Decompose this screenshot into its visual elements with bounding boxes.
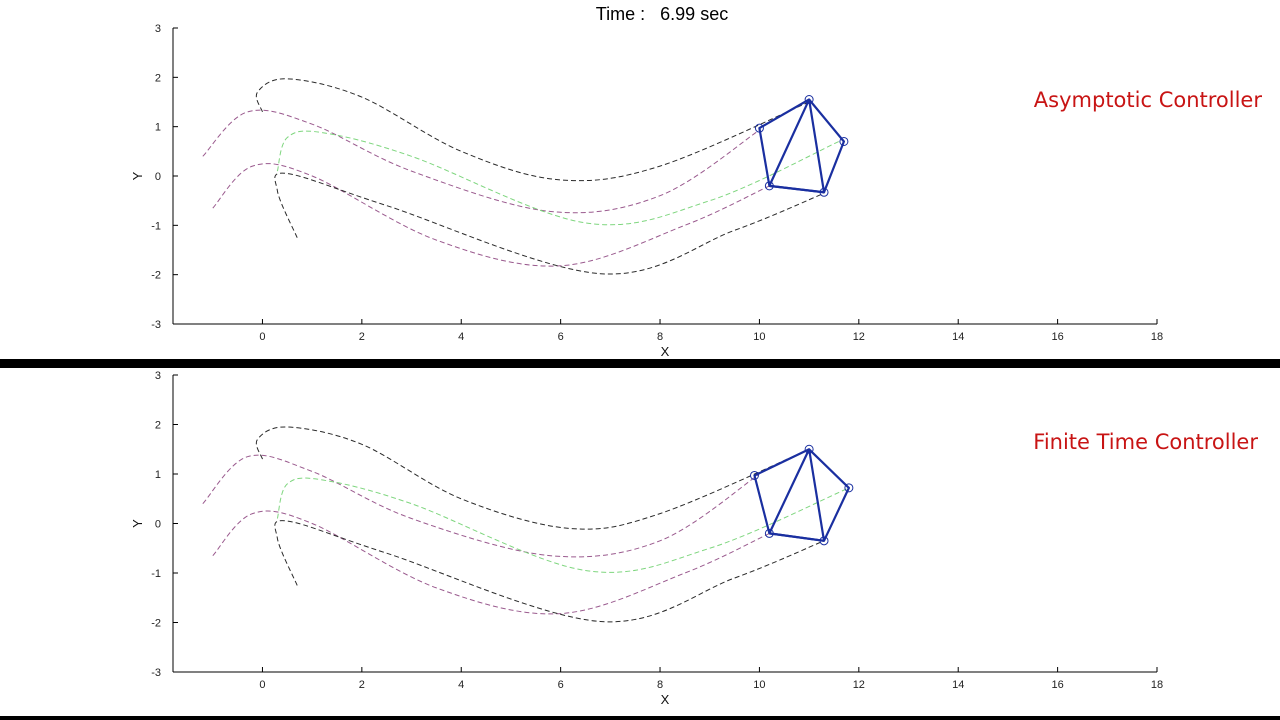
x-tick-label: 18: [1151, 679, 1163, 691]
agent-marker: [754, 123, 764, 133]
y-tick-label: -2: [151, 618, 161, 630]
x-tick-label: 10: [753, 679, 765, 691]
trajectory-line: [274, 520, 825, 623]
trajectory-line: [202, 109, 760, 214]
trajectory-line: [274, 172, 825, 275]
trajectory-line: [212, 510, 770, 615]
time-readout: Time : 6.99 sec: [596, 4, 728, 24]
y-tick-label: -1: [151, 220, 161, 232]
y-tick-label: 2: [155, 72, 161, 84]
agent-marker: [819, 187, 829, 197]
y-tick-label: 0: [155, 519, 161, 531]
y-tick-label: 1: [155, 469, 161, 481]
x-tick-label: 2: [359, 679, 365, 691]
trajectory-line: [255, 78, 810, 182]
x-tick-label: 18: [1151, 331, 1163, 343]
x-tick-label: 0: [259, 679, 265, 691]
y-tick-label: -2: [151, 270, 161, 282]
controller-label: Finite Time Controller: [1033, 430, 1258, 454]
x-tick-label: 6: [558, 331, 564, 343]
panel-divider: [0, 359, 1280, 368]
trajectory-line: [276, 130, 840, 226]
x-tick-label: 8: [657, 679, 663, 691]
x-tick-label: 14: [952, 679, 964, 691]
y-axis-label: Y: [130, 171, 145, 180]
formation-edge: [808, 449, 826, 542]
y-tick-label: 0: [155, 171, 161, 183]
agent-marker: [804, 95, 814, 105]
formation-edge: [769, 532, 825, 542]
formation-edge: [769, 184, 825, 194]
y-tick-label: 1: [155, 122, 161, 134]
y-tick-label: 3: [155, 23, 161, 35]
formation-edge: [808, 99, 826, 193]
y-tick-label: 2: [155, 420, 161, 432]
x-tick-label: 10: [753, 331, 765, 343]
y-tick-label: -1: [151, 568, 161, 580]
y-axis-label: Y: [130, 519, 145, 528]
trajectory-line: [212, 163, 770, 267]
y-tick-label: -3: [151, 667, 161, 679]
agent-marker: [764, 528, 774, 538]
formation-edge: [768, 99, 811, 187]
x-tick-label: 12: [853, 331, 865, 343]
x-axis-label: X: [661, 344, 670, 359]
agent-marker: [839, 136, 849, 146]
bottom-border: [0, 716, 1280, 720]
x-tick-label: 16: [1051, 679, 1063, 691]
x-tick-label: 12: [853, 679, 865, 691]
x-axis-label: X: [661, 692, 670, 707]
agent-marker: [749, 470, 759, 480]
x-tick-label: 2: [359, 331, 365, 343]
y-tick-label: -3: [151, 319, 161, 331]
x-tick-label: 14: [952, 331, 964, 343]
trajectory-line: [255, 426, 810, 530]
time-prefix: Time :: [596, 4, 645, 24]
trajectory-line: [202, 454, 760, 558]
agent-marker: [819, 536, 829, 546]
agent-marker: [764, 181, 774, 191]
y-tick-label: 3: [155, 370, 161, 382]
agent-marker: [844, 483, 854, 493]
controller-label: Asymptotic Controller: [1034, 88, 1263, 112]
x-tick-label: 0: [259, 331, 265, 343]
x-tick-label: 16: [1051, 331, 1063, 343]
trajectory-line: [276, 477, 850, 573]
formation-edge: [768, 448, 811, 534]
x-tick-label: 6: [558, 679, 564, 691]
agent-marker: [804, 444, 814, 454]
x-tick-label: 4: [458, 331, 464, 343]
time-value: 6.99 sec: [660, 4, 728, 24]
x-tick-label: 4: [458, 679, 464, 691]
x-tick-label: 8: [657, 331, 663, 343]
